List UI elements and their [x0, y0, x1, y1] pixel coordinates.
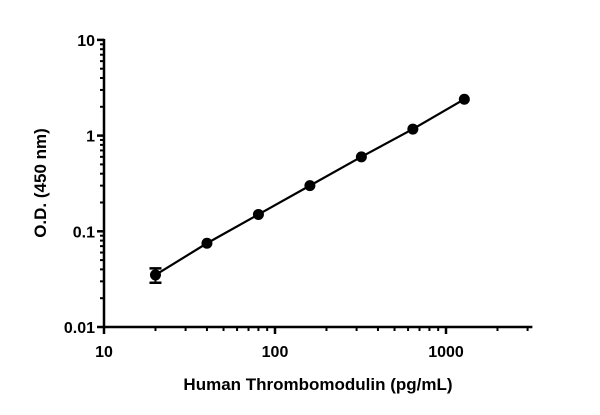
y-tick-label: 1 [86, 129, 95, 146]
data-point [407, 123, 419, 135]
data-point [304, 180, 316, 192]
y-tick-label: 0.1 [73, 224, 95, 241]
data-point [149, 269, 161, 281]
data-point [201, 237, 213, 249]
y-tick-label: 10 [77, 33, 95, 50]
data-point [252, 208, 264, 220]
x-tick-label: 100 [262, 344, 289, 361]
plot-area [149, 93, 470, 284]
data-point [458, 93, 470, 105]
x-tick-label: 1000 [428, 344, 464, 361]
y-tick-label: 0.01 [64, 320, 95, 337]
data-point [355, 151, 367, 163]
y-axis-title: O.D. (450 nm) [31, 128, 50, 238]
axes: 10 100 1000 0.01 0.1 1 10 [64, 33, 533, 361]
x-axis-title: Human Thrombomodulin (pg/mL) [183, 375, 452, 394]
x-tick-label: 10 [95, 344, 113, 361]
